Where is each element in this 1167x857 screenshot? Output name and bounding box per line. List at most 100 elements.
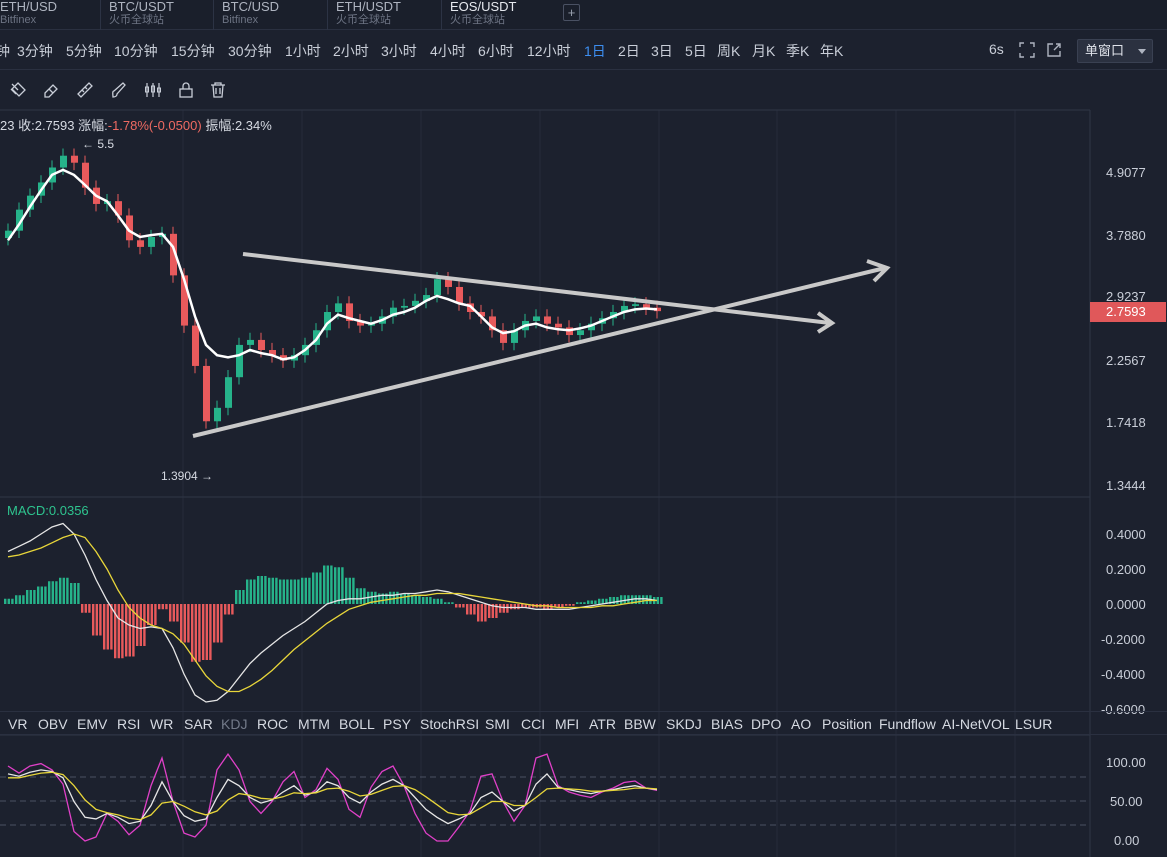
- indicator-cci[interactable]: CCI: [521, 716, 546, 732]
- macd-bar-42-2: [473, 604, 476, 615]
- indicator-wr[interactable]: WR: [150, 716, 174, 732]
- tab-eth-usdt[interactable]: ETH/USDT 火币全球站: [327, 0, 401, 30]
- ruler-icon[interactable]: [75, 80, 95, 100]
- indicator-position[interactable]: Position: [822, 716, 872, 732]
- trash-icon[interactable]: [208, 80, 228, 100]
- magnet-icon[interactable]: [8, 80, 28, 100]
- indicator-emv[interactable]: EMV: [77, 716, 108, 732]
- timeframe-3h[interactable]: 3小时: [381, 43, 417, 59]
- add-tab-button[interactable]: +: [563, 4, 580, 21]
- timeframe-quarter[interactable]: 季K: [786, 43, 810, 59]
- timeframe-2d[interactable]: 2日: [618, 43, 640, 59]
- indicator-dpo[interactable]: DPO: [751, 716, 782, 732]
- indicator-mfi[interactable]: MFI: [555, 716, 580, 732]
- indicator-roc[interactable]: ROC: [257, 716, 289, 732]
- resistance-arrowhead: [816, 311, 836, 334]
- tab-eth-usd[interactable]: ETH/USD Bitfinex: [0, 0, 57, 30]
- indicator-bbw[interactable]: BBW: [624, 716, 656, 732]
- candle-body-0: [5, 230, 12, 239]
- macd-bar-55-1: [612, 597, 615, 604]
- macd-bar-20-2: [231, 604, 234, 615]
- macd-bar-12-2: [143, 604, 146, 646]
- macd-bar-56-1: [623, 595, 626, 604]
- timeframe-1d[interactable]: 1日: [584, 43, 606, 59]
- tab-btc-usd[interactable]: BTC/USD Bitfinex: [213, 0, 279, 30]
- tab-eos-usdt[interactable]: EOS/USDT 火币全球站: [441, 0, 516, 30]
- close-label: 收:: [18, 118, 35, 133]
- macd-bar-28-2: [319, 572, 322, 604]
- timeframe-1h[interactable]: 1小时: [285, 43, 321, 59]
- candle-body-29: [324, 312, 331, 331]
- timeframe-3d[interactable]: 3日: [651, 43, 673, 59]
- indicator-sar[interactable]: SAR: [184, 716, 213, 732]
- indicator-skdj[interactable]: SKDJ: [666, 716, 702, 732]
- macd-bar-46-0: [510, 604, 513, 610]
- refresh-interval[interactable]: 6s: [989, 41, 1004, 57]
- price-axes: 4.9077 3.7880 2.9237 2.2567 1.7418 1.344…: [82, 110, 1146, 857]
- macd-bar-9-2: [110, 604, 113, 650]
- indicator-ao[interactable]: AO: [791, 716, 812, 732]
- timeframe-12h[interactable]: 12小时: [527, 43, 571, 59]
- macd-bar-52-0: [576, 602, 579, 604]
- macd-bar-41-0: [455, 604, 458, 608]
- timeframe-5d[interactable]: 5日: [685, 43, 707, 59]
- eraser-icon[interactable]: [41, 80, 61, 100]
- popout-icon[interactable]: [1045, 41, 1063, 59]
- timeframe-5m[interactable]: 5分钟: [66, 43, 102, 59]
- indicator-vr[interactable]: VR: [8, 716, 28, 732]
- macd-bar-51-2: [572, 604, 575, 606]
- indicator-boll[interactable]: BOLL: [339, 716, 375, 732]
- indicator-fundflow[interactable]: Fundflow: [879, 716, 936, 732]
- lock-icon[interactable]: [176, 80, 196, 100]
- macd-bar-11-2: [132, 604, 135, 657]
- change-label: 涨幅:: [78, 118, 108, 133]
- timeframe-15m[interactable]: 15分钟: [171, 43, 215, 59]
- indicator-bias[interactable]: BIAS: [711, 716, 743, 732]
- macd-bar-42-0: [466, 604, 469, 615]
- timeframe-10m[interactable]: 10分钟: [114, 43, 158, 59]
- macd-bar-44-1: [491, 604, 494, 618]
- timeframe-year[interactable]: 年K: [820, 43, 844, 59]
- indicator-obv[interactable]: OBV: [38, 716, 68, 732]
- indicator-lsur[interactable]: LSUR: [1015, 716, 1053, 732]
- timeframe-30m[interactable]: 30分钟: [228, 43, 272, 59]
- candle-body-25: [280, 355, 287, 361]
- macd-bar-7-2: [88, 604, 91, 613]
- macd-bar-27-0: [301, 577, 304, 604]
- macd-bar-39-0: [433, 598, 436, 604]
- macd-bar-25-2: [286, 579, 289, 604]
- candle-body-52: [577, 330, 584, 336]
- macd-bar-35-0: [389, 591, 392, 604]
- indicator-ai-netvol[interactable]: AI-NetVOL: [942, 716, 1010, 732]
- macd-bar-13-2: [154, 604, 157, 625]
- support-trendline[interactable]: [192, 266, 886, 438]
- timeframe-4h[interactable]: 4小时: [430, 43, 466, 59]
- indicator-kdj[interactable]: KDJ: [221, 716, 248, 732]
- macd-bar-15-0: [169, 604, 172, 622]
- macd-bar-54-0: [598, 598, 601, 604]
- timeframe-1m[interactable]: 钟: [0, 43, 10, 59]
- timeframe-6h[interactable]: 6小时: [478, 43, 514, 59]
- price-tick-6: 1.3444: [1106, 478, 1146, 493]
- tab-btc-usdt[interactable]: BTC/USDT 火币全球站: [100, 0, 174, 30]
- indicator-stochrsi[interactable]: StochRSI: [420, 716, 480, 732]
- timeframe-3m[interactable]: 3分钟: [17, 43, 53, 59]
- window-mode-select[interactable]: 单窗口: [1077, 39, 1153, 63]
- timeframe-2h[interactable]: 2小时: [333, 43, 369, 59]
- fullscreen-icon[interactable]: [1018, 41, 1036, 59]
- macd-bar-33-1: [370, 591, 373, 604]
- candles-icon[interactable]: [143, 80, 163, 100]
- indicator-mtm[interactable]: MTM: [298, 716, 330, 732]
- brush-icon[interactable]: [110, 80, 130, 100]
- indicator-smi[interactable]: SMI: [485, 716, 510, 732]
- candle-body-32: [357, 320, 364, 326]
- timeframe-month[interactable]: 月K: [752, 43, 776, 59]
- macd-bar-29-1: [326, 565, 329, 604]
- timeframe-week[interactable]: 周K: [717, 43, 741, 59]
- macd-histogram: [4, 565, 663, 662]
- indicator-atr[interactable]: ATR: [589, 716, 616, 732]
- indicator-psy[interactable]: PSY: [383, 716, 412, 732]
- indicator-rsi[interactable]: RSI: [117, 716, 141, 732]
- resistance-trendline[interactable]: [242, 252, 831, 325]
